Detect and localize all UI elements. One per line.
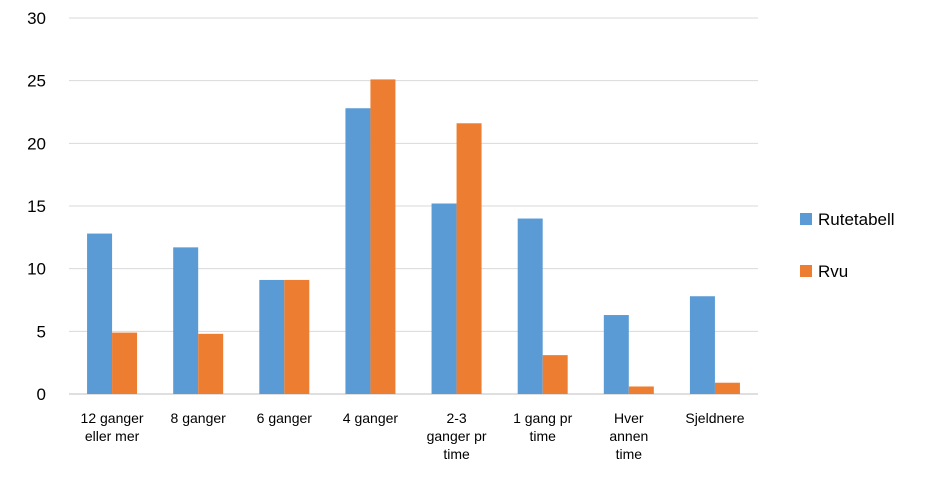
bar-rutetabell-3 (345, 108, 371, 395)
bar-rutetabell-5 (517, 218, 543, 394)
legend: Rutetabell Rvu (800, 210, 895, 281)
x-tick-label: 1 gang pr time (513, 410, 572, 444)
x-tick-label: 8 ganger (171, 410, 227, 426)
y-tick-label: 30 (27, 9, 46, 28)
bar-rutetabell-2 (259, 279, 285, 394)
bar-rutetabell-1 (173, 247, 199, 394)
bar-rvu-6 (628, 386, 654, 394)
bar-rvu-2 (284, 279, 310, 394)
bar-rvu-5 (542, 355, 568, 394)
legend-swatch-rutetabell (800, 213, 812, 225)
bar-rvu-1 (198, 333, 224, 394)
y-tick-label: 0 (37, 385, 46, 404)
bar-rutetabell-4 (431, 203, 457, 394)
bar-rvu-7 (714, 382, 740, 394)
x-tick-label: 12 ganger eller mer (81, 410, 144, 444)
x-axis: 12 ganger eller mer 8 ganger 6 ganger 4 gang… (81, 410, 745, 462)
legend-label-rvu: Rvu (818, 262, 848, 281)
bars (87, 79, 740, 395)
legend-swatch-rvu (800, 265, 812, 277)
bar-rvu-0 (112, 332, 138, 394)
y-axis: 0 5 10 15 20 25 30 (27, 9, 46, 404)
bar-rutetabell-0 (87, 233, 113, 394)
bar-rvu-3 (370, 79, 396, 394)
bar-rutetabell-6 (603, 315, 629, 394)
y-tick-label: 25 (27, 72, 46, 91)
x-tick-label: Hver annen time (609, 410, 648, 462)
y-tick-label: 15 (27, 197, 46, 216)
x-tick-label: 4 ganger (343, 410, 399, 426)
x-tick-label: 6 ganger (257, 410, 313, 426)
y-tick-label: 20 (27, 134, 46, 153)
x-tick-label: 2-3 ganger pr time (427, 410, 487, 462)
gridlines (69, 17, 758, 395)
y-tick-label: 10 (27, 260, 46, 279)
bar-rutetabell-7 (689, 296, 715, 394)
x-tick-label: Sjeldnere (685, 410, 744, 426)
legend-label-rutetabell: Rutetabell (818, 210, 895, 229)
y-tick-label: 5 (37, 322, 46, 341)
bar-rvu-4 (456, 123, 482, 394)
